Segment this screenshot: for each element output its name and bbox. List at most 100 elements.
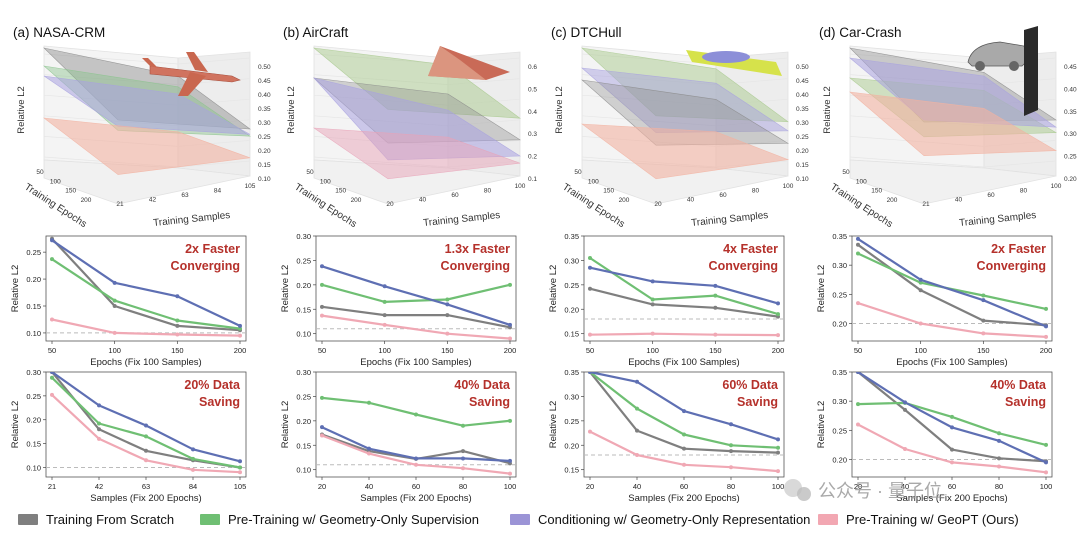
data-point-scratch [903,408,907,412]
x-tick-label: 105 [234,482,247,491]
data-point-geoSup [1044,307,1048,311]
y-tick-label: 0.30 [832,261,847,270]
y-tick-label: 0.20 [26,416,41,425]
data-point-geopt [856,301,860,305]
x-tick-label: 105 [245,183,256,190]
z-tick-label: 0.2 [528,154,537,161]
data-point-geoSup [144,434,148,438]
x-axis-label: Epochs (Fix 100 Samples) [90,357,201,368]
y-tick-label: 0.25 [26,248,41,257]
data-point-geoSup [320,396,324,400]
data-point-geoSup [776,446,780,450]
data-point-geopt [414,463,418,467]
x-axis-label: Samples (Fix 200 Epochs) [360,493,471,504]
x-tick-label: 20 [654,201,662,208]
data-point-geoRep [50,238,54,242]
data-point-geoRep [588,266,592,270]
x-axis-label: Epochs (Fix 100 Samples) [360,357,471,368]
data-point-geoRep [1044,460,1048,464]
data-point-geoRep [713,284,717,288]
x-tick-label: 100 [378,346,391,355]
y-tick-label: 0.15 [296,441,311,450]
x-tick-label: 80 [752,188,760,195]
annotation-line-1: 1.3x Faster [445,242,510,256]
x-tick-label: 20 [318,482,326,491]
x-tick-label: 80 [995,482,1003,491]
data-point-geoSup [997,431,1001,435]
z-tick-label: 0.35 [1064,109,1077,116]
x-tick-label: 40 [365,482,373,491]
data-point-geoRep [367,447,371,451]
data-point-geopt [191,468,195,472]
data-point-geopt [50,317,54,321]
data-point-scratch [175,324,179,328]
x-tick-label: 63 [181,192,189,199]
wechat-icon [797,487,811,501]
data-point-geoRep [508,323,512,327]
data-point-geopt [651,332,655,336]
y-tick-label: 0.20 [26,275,41,284]
data-point-scratch [981,319,985,323]
x-tick-label: 50 [586,346,594,355]
data-point-scratch [651,302,655,306]
data-point-scratch [682,447,686,451]
y-tick-label: 50 [574,169,582,176]
data-point-scratch [713,306,717,310]
data-point-scratch [320,305,324,309]
z-tick-label: 0.15 [258,162,271,169]
data-point-geoRep [856,370,860,374]
data-point-geopt [588,430,592,434]
data-point-geopt [367,452,371,456]
x-tick-label: 150 [709,346,722,355]
line-chart: 0.200.250.300.3550 100 150 200Epochs (Fix 1… [816,232,1052,368]
panel-title: (c) DTCHull [551,25,622,40]
z-tick-label: 0.45 [796,78,809,85]
surface-3d-plot: 0.200.250.300.350.400.45Relative L221406… [822,46,1077,230]
data-point-scratch [997,456,1001,460]
data-point-geopt [144,458,148,462]
annotation-line-2: Converging [709,259,778,273]
y-tick-label: 200 [619,197,630,204]
data-point-geopt [713,333,717,337]
y-tick-label: 0.20 [296,417,311,426]
data-point-scratch [113,304,117,308]
watermark-text: 公众号 · 量子位 [818,481,942,501]
x-tick-label: 60 [987,192,995,199]
data-point-geopt [776,469,780,473]
x-tick-label: 42 [149,197,157,204]
x-tick-label: 84 [214,188,222,195]
z-tick-label: 0.30 [796,120,809,127]
data-point-geopt [1044,470,1048,474]
line-chart: 0.100.150.200.250.3021 42 63 84 105Samples (… [10,368,246,504]
surface-3d-plot: 0.10 0.15 0.20 0.25 0.30 0.35 0.40 0.45 0.50 Rela… [16,46,271,230]
data-point-geopt [856,423,860,427]
z-tick-label: 0.40 [796,92,809,99]
y-tick-label: 0.35 [832,368,847,377]
data-point-geoRep [191,447,195,451]
data-point-geopt [682,463,686,467]
y-tick-label: 50 [306,169,314,176]
y-tick-label: 0.30 [564,256,579,265]
y-tick-label: 200 [887,197,898,204]
x-tick-label: 100 [772,482,785,491]
data-point-geoRep [903,400,907,404]
legend-swatch [510,514,530,525]
z-tick-label: 0.4 [528,109,537,116]
annotation-line-1: 40% Data [990,378,1047,392]
panel-title: (d) Car-Crash [819,25,902,40]
z-axis-label: Relative L2 [16,86,27,134]
y-tick-label: 0.25 [26,392,41,401]
data-point-geoRep [682,409,686,413]
x-tick-label: 40 [419,197,427,204]
data-point-geoSup [113,299,117,303]
data-point-geoSup [729,443,733,447]
y-tick-label: 0.25 [832,290,847,299]
data-point-scratch [383,313,387,317]
data-point-geoRep [113,281,117,285]
data-point-geoSup [367,401,371,405]
y-tick-label: 100 [588,178,599,185]
data-point-geopt [461,466,465,470]
x-tick-label: 200 [234,346,247,355]
data-point-geoRep [981,298,985,302]
data-point-geoRep [445,302,449,306]
